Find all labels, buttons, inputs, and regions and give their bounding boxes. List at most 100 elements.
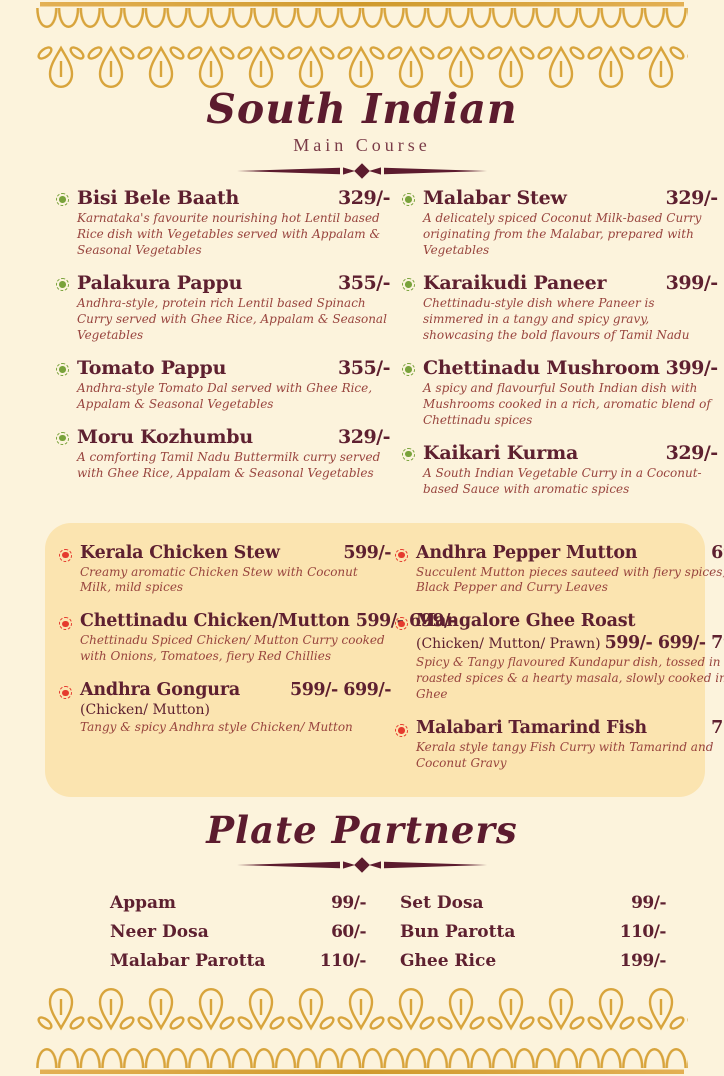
partner-item: Appam 99/- [110,893,366,913]
diamond-divider-icon [237,163,487,179]
item-name: Malabari Tamarind Fish [416,718,647,739]
item-price: 355/- [338,271,391,294]
item-name: Andhra Gongura [80,680,240,701]
menu-item: Malabar Stew 329/- A delicately spiced C… [402,187,718,259]
item-name: Kaikari Kurma [423,441,579,464]
item-name: Andhra Pepper Mutton [416,542,638,563]
plate-partners-section: Appam 99/- Neer Dosa 60/- Malabar Parott… [0,893,724,980]
item-variant: (Chicken/ Mutton) [80,702,210,719]
partner-price: 99/- [631,893,666,914]
nonveg-mains-panel: Kerala Chicken Stew 599/- Creamy aromati… [45,522,724,798]
partner-item: Ghee Rice 199/- [400,951,667,972]
menu-item: Chettinadu Chicken/Mutton 599/- 699/- Ch… [59,611,457,665]
item-name: Kerala Chicken Stew [80,542,280,563]
item-price: 599/- [343,542,391,563]
item-price: 599/- 699/- [290,680,391,701]
item-variant: (Chicken/ Mutton/ Prawn) [416,636,601,653]
item-name: Mangalore Ghee Roast [416,611,636,632]
item-description: Karnataka's favourite nourishing hot Len… [77,211,381,257]
item-description: Andhra-style Tomato Dal served with Ghee… [77,380,373,411]
item-price: 399/- [665,356,719,379]
nonveg-left-column: Kerala Chicken Stew 599/- Creamy aromati… [59,543,457,788]
veg-mains-right-column: Malabar Stew 329/- A delicately spiced C… [402,187,718,510]
partner-price: 199/- [619,951,667,972]
menu-item: Moru Kozhumbu 329/- A comforting Tamil N… [56,425,391,482]
item-name: Karaikudi Paneer [423,271,607,294]
veg-icon [402,193,415,207]
item-description: Creamy aromatic Chicken Stew with Coconu… [80,564,358,595]
partners-left-column: Appam 99/- Neer Dosa 60/- Malabar Parott… [110,893,367,980]
menu-item: Tomato Pappu 355/- Andhra-style Tomato D… [56,356,391,413]
menu-item: Mangalore Ghee Roast (Chicken/ Mutton/ P… [395,611,724,703]
item-price: 399/- [665,271,719,294]
plate-partners-title: Plate Partners [206,808,518,853]
nonveg-icon [59,617,72,631]
menu-item: Chettinadu Mushroom 399/- A spicy and fl… [402,357,718,429]
page-title: South Indian [206,85,518,133]
veg-mains-left-column: Bisi Bele Baath 329/- Karnataka's favour… [56,187,391,510]
nonveg-right-column: Andhra Pepper Mutton 699/- Succulent Mut… [395,543,724,788]
item-name: Moru Kozhumbu [77,425,253,448]
veg-icon [56,277,69,291]
item-description: Kerala style tangy Fish Curry with Tamar… [416,740,714,771]
partner-item: Bun Parotta 110/- [400,922,667,943]
menu-item: Malabari Tamarind Fish 725/- Kerala styl… [395,718,724,772]
partner-price: 110/- [319,951,367,972]
partner-price: 60/- [331,922,366,943]
item-name: Bisi Bele Baath [77,187,240,210]
diamond-divider-icon [237,857,487,873]
partner-name: Set Dosa [400,893,484,914]
item-description: Tangy & spicy Andhra style Chicken/ Mutt… [80,720,353,735]
item-description: A spicy and flavourful South Indian dish… [423,380,711,427]
partner-name: Bun Parotta [400,922,516,943]
veg-mains-section: Bisi Bele Baath 329/- Karnataka's favour… [0,187,724,510]
nonveg-icon [395,724,408,738]
partner-price: 110/- [619,922,667,943]
item-description: A South Indian Vegetable Curry in a Coco… [423,465,702,496]
item-price: 725/- [711,718,724,739]
menu-item: Bisi Bele Baath 329/- Karnataka's favour… [56,187,391,259]
item-name: Chettinadu Mushroom [423,356,660,379]
partner-name: Neer Dosa [110,922,209,943]
item-description: Chettinadu-style dish where Paneer is si… [423,295,690,342]
veg-icon [56,193,69,207]
partner-name: Malabar Parotta [110,951,266,972]
menu-item: Andhra Gongura 599/- 699/- (Chicken/ Mut… [59,680,391,736]
partners-right-column: Set Dosa 99/- Bun Parotta 110/- Ghee Ric… [400,893,667,980]
item-description: Succulent Mutton pieces sauteed with fie… [416,564,724,595]
item-price: 329/- [338,187,391,210]
partner-item: Neer Dosa 60/- [110,922,366,942]
veg-icon [56,362,69,376]
top-border-ornament [36,2,688,96]
partner-item: Set Dosa 99/- [400,893,666,913]
item-name: Chettinadu Chicken/Mutton [80,611,350,632]
item-description: Spicy & Tangy flavoured Kundapur dish, t… [416,655,724,702]
partner-item: Malabar Parotta 110/- [110,951,367,972]
item-description: Chettinadu Spiced Chicken/ Mutton Curry … [80,633,385,664]
bottom-border-ornament [36,980,688,1075]
item-price: 599/- 699/- 799/- [604,633,724,654]
veg-icon [402,277,415,291]
plate-partners-header: Plate Partners [0,811,724,873]
item-price: 329/- [338,425,391,448]
veg-icon [56,431,69,445]
nonveg-icon [395,548,408,562]
partner-price: 99/- [331,893,366,914]
veg-icon [402,362,415,376]
item-description: A comforting Tamil Nadu Buttermilk curry… [77,449,381,480]
gold-rule [40,1069,684,1075]
item-description: Andhra-style, protein rich Lentil based … [77,295,387,342]
item-name: Malabar Stew [423,187,567,210]
item-price: 355/- [338,356,391,379]
item-name: Tomato Pappu [77,356,227,379]
gold-rule [40,2,684,7]
veg-icon [402,447,415,461]
partner-name: Ghee Rice [400,951,497,972]
menu-item: Kerala Chicken Stew 599/- Creamy aromati… [59,543,391,597]
nonveg-icon [395,617,408,631]
menu-header: South Indian Main Course [0,85,724,179]
menu-item: Karaikudi Paneer 399/- Chettinadu-style … [402,272,718,344]
item-description: A delicately spiced Coconut Milk-based C… [423,211,702,257]
item-name: Palakura Pappu [77,271,243,294]
partner-name: Appam [110,893,176,914]
